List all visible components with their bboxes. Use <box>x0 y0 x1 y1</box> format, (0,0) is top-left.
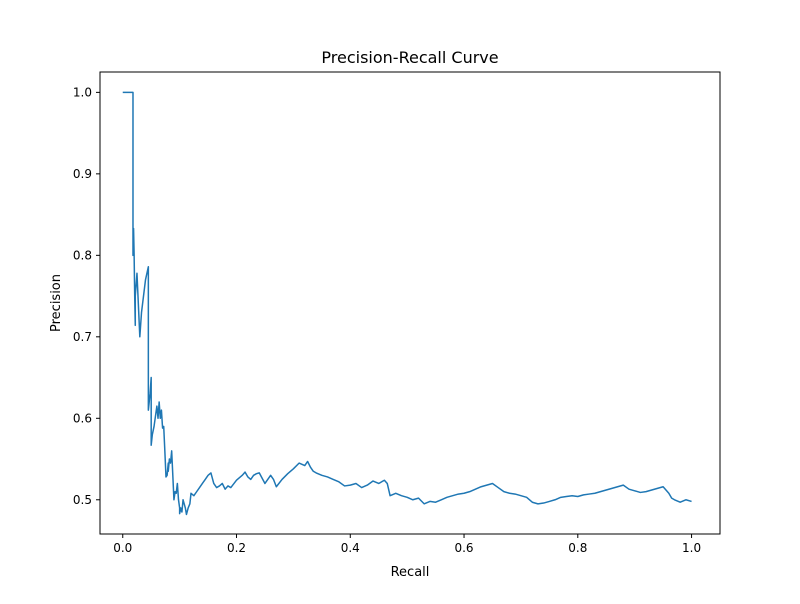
y-tick-label: 0.9 <box>73 167 92 181</box>
y-tick-label: 0.5 <box>73 493 92 507</box>
y-axis-ticks: 0.5 0.6 0.7 0.8 0.9 1.0 <box>73 85 100 507</box>
x-tick-label: 0.0 <box>113 541 132 555</box>
series-layer <box>122 91 692 516</box>
x-tick-label: 0.6 <box>454 541 473 555</box>
y-tick-label: 0.6 <box>73 411 92 425</box>
plot-area <box>100 72 720 534</box>
x-tick-label: 0.2 <box>227 541 246 555</box>
x-axis-ticks: 0.0 0.2 0.4 0.6 0.8 1.0 <box>113 534 701 555</box>
chart-title: Precision-Recall Curve <box>321 48 498 67</box>
x-axis-label: Recall <box>391 565 430 580</box>
y-tick-label: 0.7 <box>73 330 92 344</box>
y-axis-label: Precision <box>49 274 64 332</box>
plot-frame <box>99 71 721 535</box>
precision-recall-line <box>122 91 692 516</box>
x-tick-label: 0.4 <box>341 541 360 555</box>
x-tick-label: 1.0 <box>682 541 701 555</box>
x-tick-label: 0.8 <box>568 541 587 555</box>
y-tick-label: 0.8 <box>73 248 92 262</box>
y-tick-label: 1.0 <box>73 85 92 99</box>
